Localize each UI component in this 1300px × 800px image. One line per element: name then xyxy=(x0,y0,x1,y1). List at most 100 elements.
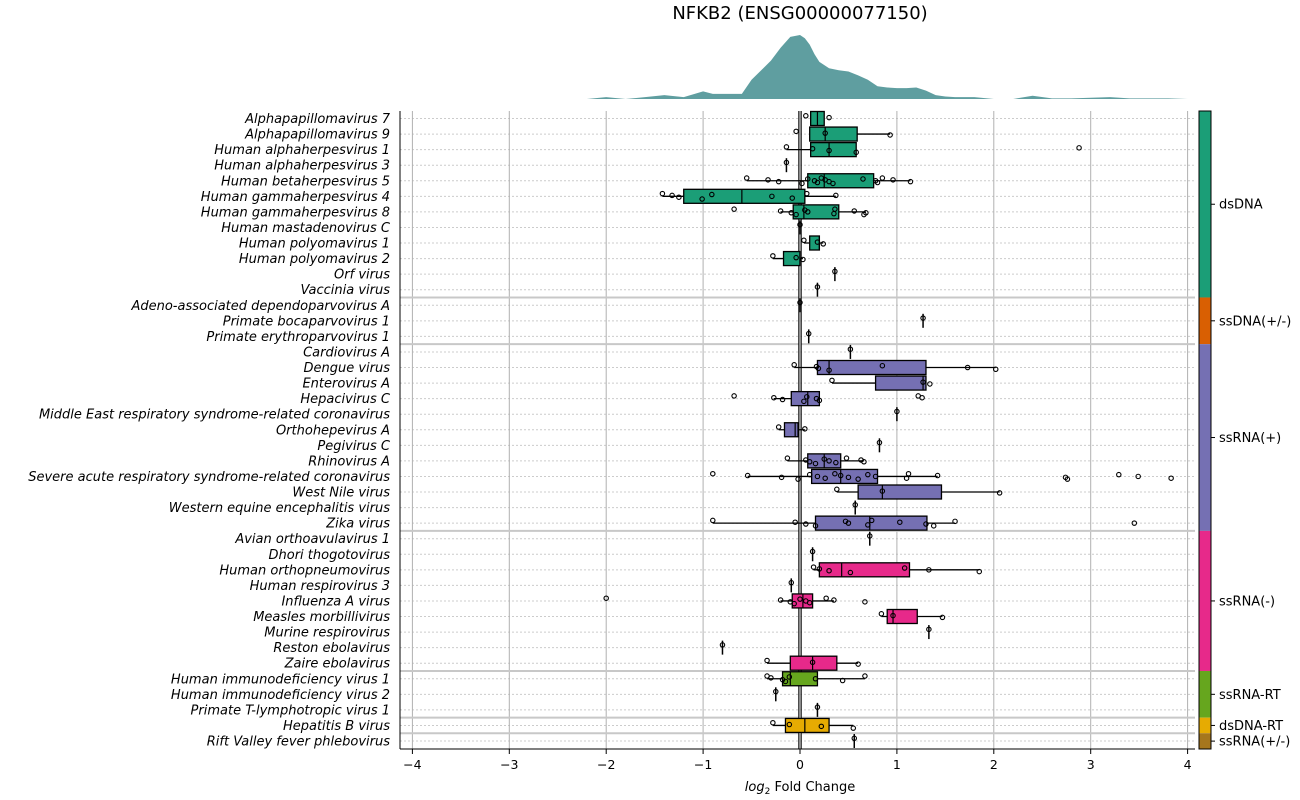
data-point xyxy=(719,642,726,648)
data-point xyxy=(783,159,790,166)
y-tick-label: Avian orthoavulavirus 1 xyxy=(234,532,390,547)
data-point xyxy=(867,533,873,539)
x-axis-label-text: Fold Change xyxy=(770,780,855,795)
y-tick-label: Human alphaherpesvirus 1 xyxy=(214,143,390,158)
data-point xyxy=(788,210,795,216)
data-point xyxy=(879,362,886,369)
y-tick-label: Murine respirovirus xyxy=(264,626,390,641)
data-point xyxy=(855,476,861,482)
data-point xyxy=(996,490,1003,496)
box-row-18 xyxy=(731,390,925,407)
data-point xyxy=(816,566,823,572)
data-point xyxy=(832,268,838,275)
data-point xyxy=(826,147,832,154)
data-point xyxy=(676,194,682,200)
data-point xyxy=(887,132,893,138)
y-tick-label: Human gammaherpesvirus 8 xyxy=(201,205,390,220)
data-point xyxy=(1135,473,1141,480)
y-tick-label: Reston ebolavirus xyxy=(273,641,390,656)
data-point xyxy=(773,688,779,695)
data-point xyxy=(814,704,821,710)
y-tick-label: Middle East respiratory syndrome-related… xyxy=(39,408,390,423)
data-point xyxy=(926,626,932,633)
data-point xyxy=(806,599,813,606)
data-point xyxy=(1168,475,1174,481)
y-tick-label: Human orthopneumovirus xyxy=(219,563,390,578)
data-point xyxy=(874,179,881,186)
data-point xyxy=(976,568,983,575)
box-row-33 xyxy=(926,625,932,640)
data-point xyxy=(907,178,914,185)
data-point xyxy=(851,208,858,214)
box xyxy=(874,375,927,391)
data-point xyxy=(839,677,846,684)
data-point xyxy=(992,366,999,373)
y-tick-label: Influenza A virus xyxy=(281,594,390,609)
box-row-26 xyxy=(710,515,1138,531)
box-row-22 xyxy=(784,453,867,469)
data-point xyxy=(805,209,811,215)
data-point xyxy=(775,178,782,185)
data-point xyxy=(797,299,803,306)
y-tick-label: Measles morbillivirus xyxy=(253,610,390,625)
data-point xyxy=(852,502,858,508)
box-row-24 xyxy=(834,484,1003,500)
y-tick-label: Zika virus xyxy=(325,517,390,532)
data-point xyxy=(743,175,750,181)
data-point xyxy=(1131,520,1138,526)
y-tick-label: Human respirovirus 3 xyxy=(250,579,390,594)
box-row-25 xyxy=(852,500,858,515)
data-point xyxy=(894,408,900,415)
data-point xyxy=(837,472,844,479)
data-point xyxy=(851,735,858,742)
x-tick-label: 0 xyxy=(796,757,804,772)
box-row-16 xyxy=(791,359,999,376)
y-tick-label: Rift Valley fever phlebovirus xyxy=(207,735,390,750)
y-tick-label: Pegivirus C xyxy=(317,439,390,454)
data-point xyxy=(1064,476,1071,482)
data-point xyxy=(926,567,932,573)
category-bar-segment xyxy=(1199,297,1211,345)
y-tick-label: Dengue virus xyxy=(303,361,390,376)
box xyxy=(857,484,943,500)
data-point xyxy=(793,254,799,261)
data-point xyxy=(709,191,715,198)
data-point xyxy=(901,565,908,571)
y-tick-label: Severe acute respiratory syndrome-relate… xyxy=(28,470,390,485)
box-row-27 xyxy=(867,531,873,546)
data-point xyxy=(830,180,836,187)
data-point xyxy=(862,599,868,605)
box-row-1 xyxy=(793,126,893,142)
box-row-11 xyxy=(814,282,821,297)
data-point xyxy=(768,675,774,681)
data-point xyxy=(821,456,827,462)
data-point xyxy=(845,474,852,481)
y-tick-label: Rhinovirus A xyxy=(308,454,390,469)
data-point xyxy=(814,179,821,186)
y-tick-label: Human immunodeficiency virus 2 xyxy=(171,688,390,703)
data-point xyxy=(806,459,813,465)
y-tick-label: Human betaherpesvirus 5 xyxy=(221,174,390,189)
data-point xyxy=(897,519,903,525)
data-point xyxy=(805,330,812,337)
box xyxy=(783,422,799,438)
data-point xyxy=(797,221,803,228)
data-point xyxy=(878,611,885,617)
data-point xyxy=(890,177,896,183)
x-tick-label: −4 xyxy=(403,757,421,772)
y-tick-label: Vaccinia virus xyxy=(300,283,390,298)
y-tick-label: Human polyomavirus 2 xyxy=(239,252,390,267)
y-tick-label: Alphapapillomavirus 9 xyxy=(244,128,390,143)
data-point xyxy=(765,177,771,183)
category-bar-frame xyxy=(1198,110,1212,750)
data-point xyxy=(822,475,828,481)
box-row-35 xyxy=(764,655,861,671)
data-point xyxy=(860,176,866,182)
box-row-17 xyxy=(829,375,933,391)
data-point xyxy=(786,721,793,728)
y-tick-label: Dhori thogotovirus xyxy=(268,548,390,563)
data-point xyxy=(905,470,912,477)
data-point xyxy=(862,673,868,679)
category-label: dsDNA-RT xyxy=(1219,719,1283,734)
data-point xyxy=(771,394,777,401)
